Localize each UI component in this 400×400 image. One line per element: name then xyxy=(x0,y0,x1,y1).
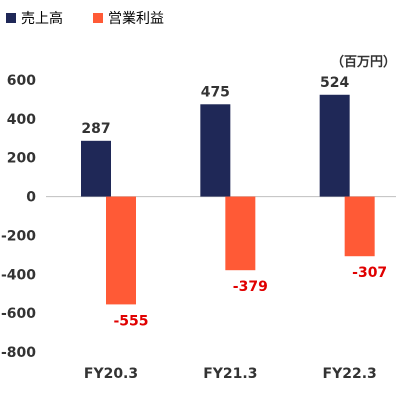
legend-swatch-0 xyxy=(6,13,16,23)
data-label-0-2: 524 xyxy=(320,75,349,91)
y-tick-label: 200 xyxy=(7,151,36,167)
bar-1-0 xyxy=(106,196,136,305)
y-tick-label: 0 xyxy=(26,190,36,206)
x-tick-label: FY22.3 xyxy=(323,366,377,382)
legend-item-0: 売上高 xyxy=(6,10,63,27)
x-tick-label: FY21.3 xyxy=(203,366,257,382)
data-label-0-1: 475 xyxy=(201,84,230,100)
bar-0-1 xyxy=(200,104,231,197)
x-tick-label: FY20.3 xyxy=(84,366,138,382)
unit-label: （百万円） xyxy=(331,54,396,70)
y-tick-label: -400 xyxy=(1,267,36,283)
y-tick-label: 400 xyxy=(7,112,36,128)
x-axis: FY20.3 FY21.3 FY22.3 xyxy=(84,366,377,382)
bar-0-2 xyxy=(319,94,350,197)
y-tick-label: -200 xyxy=(1,228,36,244)
data-label-1-0: -555 xyxy=(113,313,148,329)
y-tick-label: -800 xyxy=(1,345,36,361)
data-label-1-2: -307 xyxy=(352,265,387,281)
data-label-0-0: 287 xyxy=(81,121,110,137)
data-label-1-1: -379 xyxy=(233,279,268,295)
y-axis: 600 400 200 0 -200 -400 -600 -800 xyxy=(1,73,36,361)
bar-1-1 xyxy=(225,196,256,271)
y-tick-label: 600 xyxy=(7,73,36,89)
bar-0-0 xyxy=(81,140,111,197)
legend: 売上高 営業利益 xyxy=(6,10,164,27)
bars xyxy=(81,94,375,305)
bar-1-2 xyxy=(344,196,375,257)
legend-label-0: 売上高 xyxy=(21,10,63,27)
data-labels: 287 -555 475 -379 524 -307 xyxy=(81,75,387,330)
y-tick-label: -600 xyxy=(1,306,36,322)
legend-item-1: 営業利益 xyxy=(93,11,164,27)
legend-swatch-1 xyxy=(93,13,103,23)
legend-label-1: 営業利益 xyxy=(108,11,164,27)
